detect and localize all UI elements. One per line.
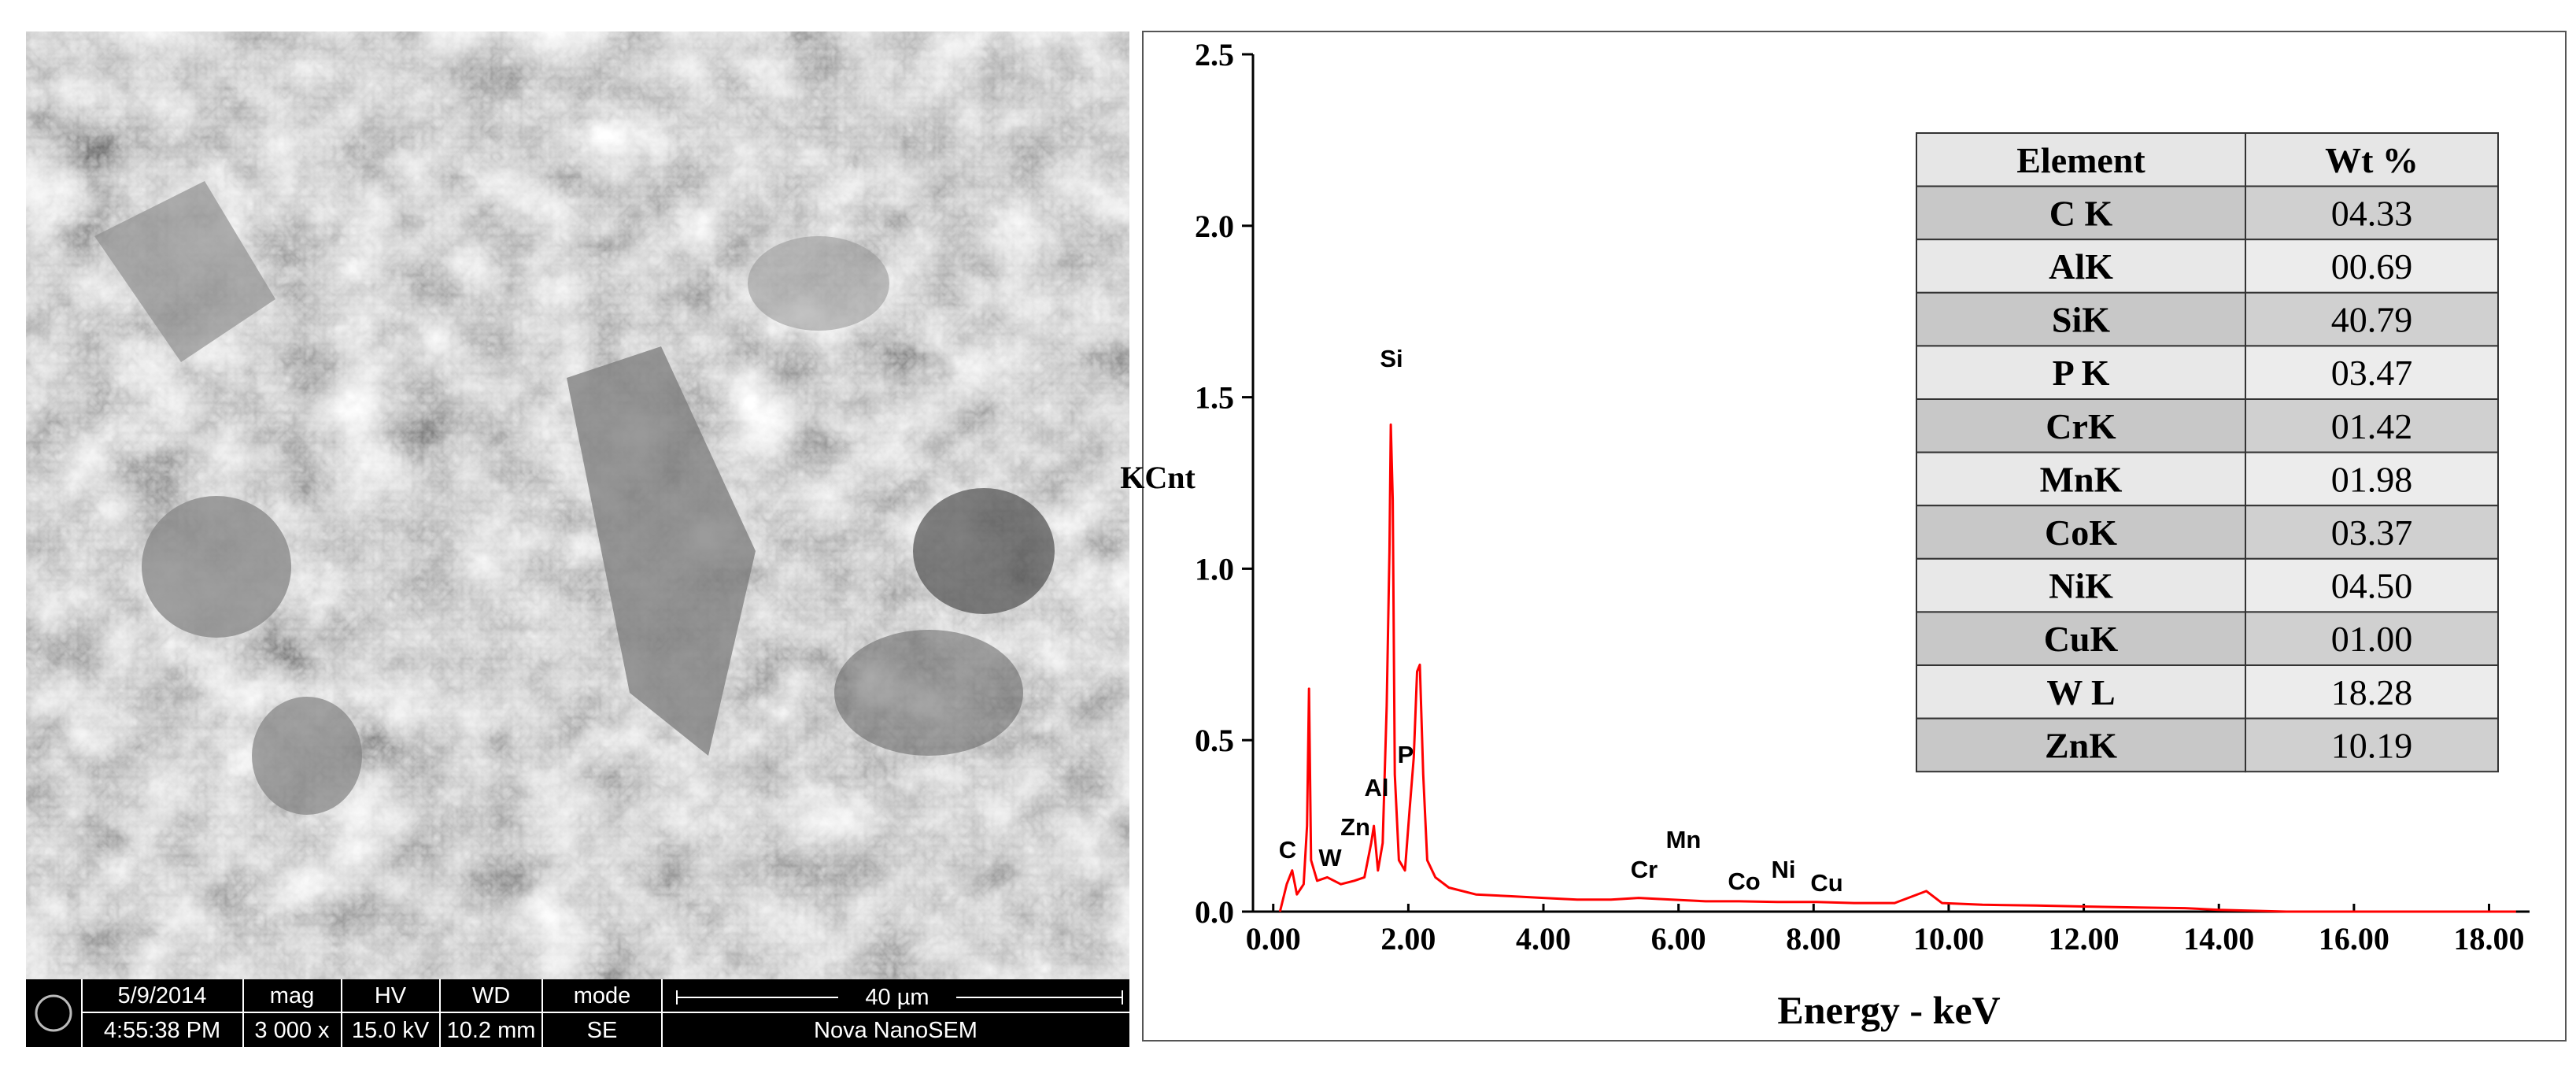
element-name: P K	[2053, 353, 2110, 393]
y-tick-label: 2.5	[1195, 37, 1234, 72]
sem-label: HV	[375, 983, 407, 1008]
table-cell	[1916, 239, 2246, 294]
weight-percent: 04.50	[2331, 566, 2413, 606]
peak-label: Si	[1380, 345, 1403, 372]
sem-label: mode	[574, 983, 631, 1008]
peak-label: Zn	[1340, 813, 1370, 841]
weight-percent: 01.00	[2331, 619, 2413, 659]
sem-value: 3 000 x	[254, 1018, 330, 1043]
x-tick-label: 12.00	[2049, 921, 2120, 956]
table-cell	[2245, 398, 2499, 453]
peak-label: Co	[1728, 868, 1760, 895]
table-cell	[1916, 132, 2246, 187]
x-tick-label: 0.00	[1246, 921, 1301, 956]
table-cell	[1916, 451, 2246, 507]
table-cell	[2245, 505, 2499, 560]
y-tick-label: 2.0	[1195, 209, 1234, 244]
table-cell	[2245, 611, 2499, 667]
sem-label: WD	[472, 983, 510, 1008]
weight-percent: 01.42	[2331, 406, 2413, 446]
sem-value: SE	[587, 1018, 618, 1043]
weight-percent: 18.28	[2331, 672, 2413, 712]
element-name: ZnK	[2045, 725, 2117, 765]
sem-date: 5/9/2014	[118, 983, 207, 1008]
peak-label: Ni	[1772, 856, 1796, 883]
peak-label: C	[1279, 836, 1296, 864]
spectrum-line	[1278, 423, 2516, 913]
y-axis-label: KCnt	[1120, 460, 1196, 495]
sem-time: 4:55:38 PM	[104, 1018, 220, 1043]
element-name: MnK	[2040, 459, 2123, 499]
weight-percent: 40.79	[2331, 300, 2413, 340]
element-name: W L	[2046, 672, 2115, 712]
sem-value: 15.0 kV	[352, 1018, 430, 1043]
peak-label: W	[1318, 844, 1342, 871]
weight-percent: 04.33	[2331, 193, 2413, 233]
y-tick-label: 0.0	[1195, 894, 1234, 930]
element-name: NiK	[2049, 566, 2113, 606]
x-axis-label: Energy - keV	[1777, 988, 2000, 1032]
peak-label: Cu	[1810, 869, 1842, 897]
element-table: Element Wt % C K 04.33 AlK 00.69 SiK 40.79 P K 03…	[1916, 132, 2499, 773]
table-cell	[2245, 345, 2499, 400]
x-tick-label: 18.00	[2454, 921, 2525, 956]
peak-label: Cr	[1631, 856, 1658, 883]
table-cell	[1916, 505, 2246, 560]
table-cell	[2245, 451, 2499, 507]
y-tick-label: 1.0	[1195, 551, 1234, 586]
element-name: SiK	[2052, 300, 2110, 340]
table-cell	[2245, 717, 2499, 773]
element-name: CoK	[2045, 512, 2117, 553]
table-header: Wt %	[2325, 140, 2419, 180]
weight-percent: 03.47	[2331, 353, 2413, 393]
weight-percent: 10.19	[2331, 725, 2413, 765]
sem-label: mag	[270, 983, 314, 1008]
x-tick-label: 6.00	[1651, 921, 1706, 956]
x-tick-label: 4.00	[1516, 921, 1571, 956]
peak-label: Al	[1365, 774, 1389, 801]
peak-label: Mn	[1666, 826, 1702, 853]
scale-bar-label: 40 µm	[865, 985, 929, 1010]
weight-percent: 00.69	[2331, 246, 2413, 287]
instrument-name: Nova NanoSEM	[814, 1018, 978, 1043]
table-cell	[1916, 345, 2246, 400]
x-tick-label: 2.00	[1380, 921, 1436, 956]
x-tick-label: 14.00	[2183, 921, 2254, 956]
plot-area: 0.0 0.5 1.0 1.5 2.0 2.5 0.00 2.00 4.00 6.00 8.00 10…	[1195, 37, 2530, 956]
x-tick-label: 8.00	[1786, 921, 1841, 956]
element-name: AlK	[2049, 246, 2113, 287]
sem-info-bar: 5/9/2014 4:55:38 PM mag 3 000 x HV 15.0 …	[26, 979, 1129, 1047]
sem-image	[26, 31, 1129, 979]
table-cell	[2245, 557, 2499, 613]
table-cell	[1916, 664, 2246, 720]
table-cell	[1916, 717, 2246, 773]
table-cell	[2245, 239, 2499, 294]
weight-percent: 03.37	[2331, 512, 2413, 553]
peak-label: P	[1398, 741, 1414, 768]
table-cell	[2245, 132, 2499, 187]
table-cell	[1916, 611, 2246, 667]
y-tick-label: 0.5	[1195, 723, 1234, 758]
table-cell	[2245, 291, 2499, 347]
sem-value: 10.2 mm	[447, 1018, 536, 1043]
weight-percent: 01.98	[2331, 459, 2413, 499]
y-tick-label: 1.5	[1195, 380, 1234, 416]
table-header: Element	[2016, 140, 2145, 180]
x-tick-label: 16.00	[2319, 921, 2389, 956]
element-name: CrK	[2046, 406, 2116, 446]
element-name: C K	[2049, 193, 2113, 233]
element-name: CuK	[2044, 619, 2119, 659]
x-tick-label: 10.00	[1913, 921, 1984, 956]
